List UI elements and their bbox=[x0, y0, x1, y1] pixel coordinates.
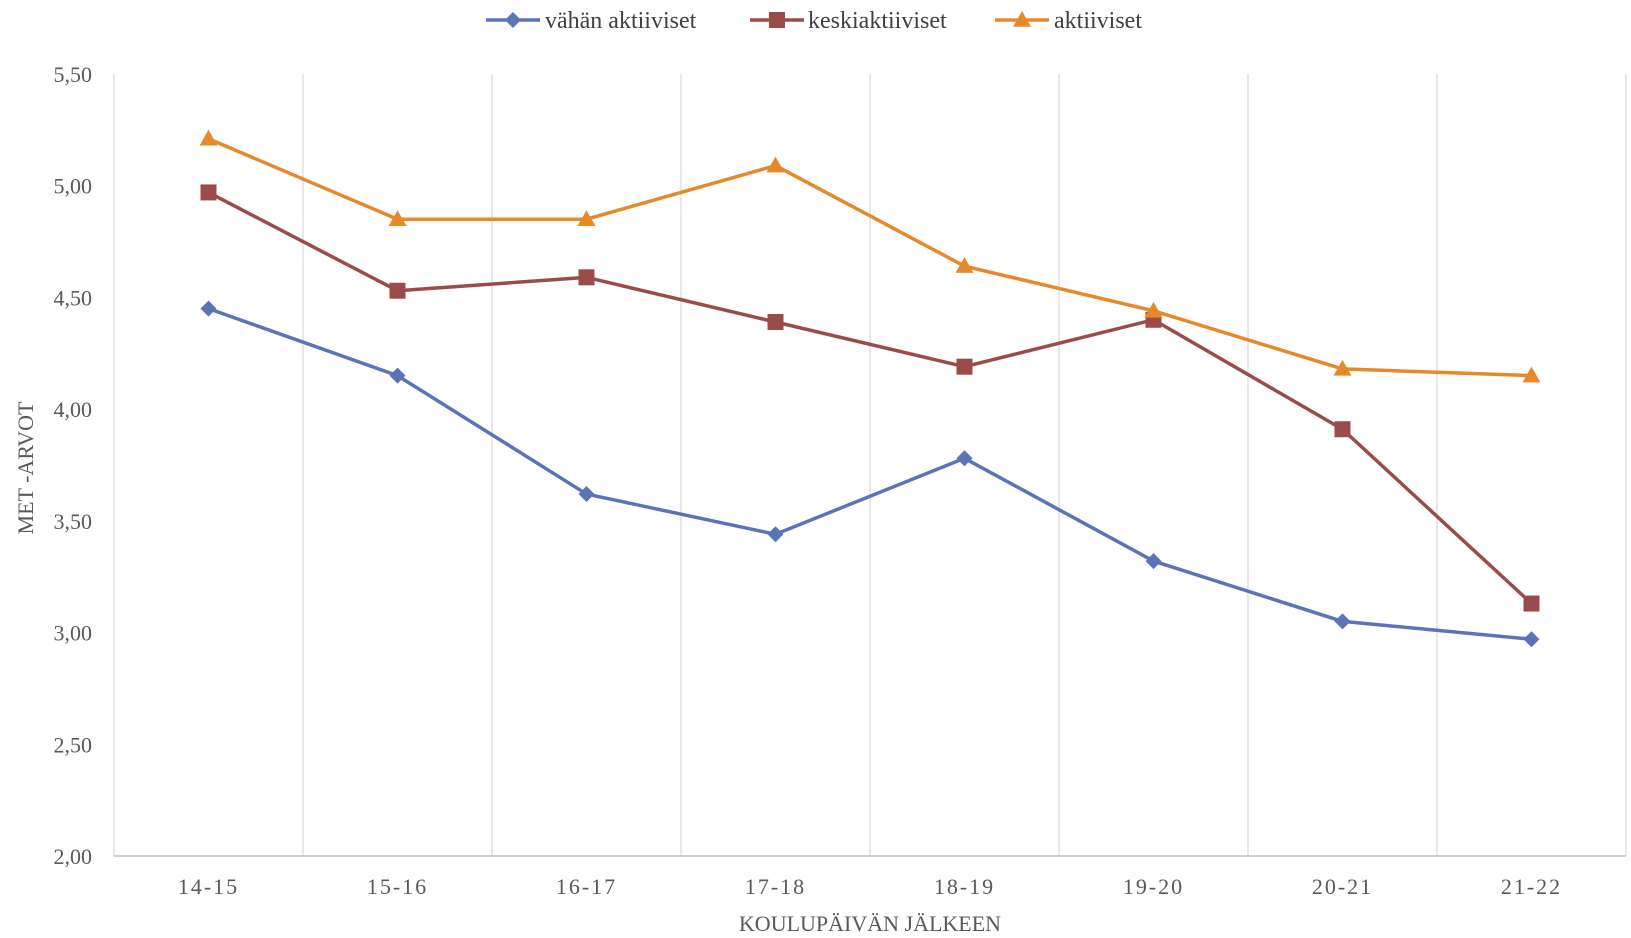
y-tick-label: 2,00 bbox=[54, 844, 93, 869]
x-tick-label: 15-16 bbox=[367, 874, 428, 899]
y-tick-label: 4,50 bbox=[54, 285, 93, 310]
legend-marker bbox=[769, 12, 785, 28]
y-tick-label: 5,00 bbox=[54, 174, 93, 199]
y-tick-label: 3,50 bbox=[54, 509, 93, 534]
legend-label: keskiaktiiviset bbox=[808, 8, 947, 34]
x-tick-label: 14-15 bbox=[178, 874, 239, 899]
series-1 bbox=[200, 300, 1540, 648]
data-point bbox=[956, 358, 973, 375]
data-point bbox=[1523, 595, 1540, 612]
axes: 2,00 2,50 3,00 3,50 4,00 4,50 5,00 5,50 14-15 15-… bbox=[54, 62, 1626, 899]
series-lines bbox=[199, 129, 1541, 648]
data-point bbox=[389, 367, 406, 384]
data-point bbox=[389, 282, 406, 299]
y-axis-title: MET -ARVOT bbox=[13, 401, 38, 534]
legend-label: vähän aktiiviset bbox=[545, 8, 697, 34]
x-tick-label: 20-21 bbox=[1312, 874, 1373, 899]
legend-marker bbox=[505, 12, 521, 28]
data-point bbox=[1334, 421, 1351, 438]
legend-item: aktiiviset bbox=[995, 8, 1142, 34]
x-tick-label: 19-20 bbox=[1123, 874, 1184, 899]
y-tick-label: 3,00 bbox=[54, 621, 93, 646]
data-point bbox=[766, 156, 785, 173]
x-axis-title: KOULUPÄIVÄN JÄLKEEN bbox=[739, 911, 1001, 936]
x-tick-label: 18-19 bbox=[934, 874, 995, 899]
x-tick-label: 16-17 bbox=[556, 874, 617, 899]
data-point bbox=[388, 210, 407, 226]
y-tick-label: 2,50 bbox=[54, 732, 93, 757]
data-point bbox=[1523, 631, 1540, 648]
legend-marker bbox=[1013, 11, 1031, 27]
series-line bbox=[207, 190, 1533, 605]
x-tick-label: 21-22 bbox=[1501, 874, 1562, 899]
data-point bbox=[767, 314, 784, 331]
y-tick-label: 4,00 bbox=[54, 397, 93, 422]
legend-item: vähän aktiiviset bbox=[486, 8, 697, 34]
data-point bbox=[200, 184, 217, 201]
data-point bbox=[577, 210, 596, 226]
data-point bbox=[200, 300, 217, 317]
data-point bbox=[1333, 359, 1352, 376]
series-2 bbox=[200, 184, 1540, 612]
grid-lines bbox=[113, 74, 1627, 856]
data-point bbox=[578, 486, 595, 503]
data-point bbox=[199, 129, 218, 146]
legend-label: aktiiviset bbox=[1054, 8, 1142, 34]
series-line bbox=[207, 137, 1532, 378]
data-point bbox=[1334, 613, 1351, 630]
data-point bbox=[1522, 366, 1541, 383]
data-point bbox=[767, 526, 784, 543]
data-point bbox=[1145, 553, 1162, 570]
legend-item: keskiaktiiviset bbox=[750, 8, 947, 34]
data-point bbox=[578, 269, 595, 286]
data-point bbox=[955, 257, 974, 273]
data-point bbox=[956, 450, 973, 467]
data-point bbox=[1144, 301, 1163, 318]
series-3 bbox=[199, 129, 1541, 383]
x-tick-label: 17-18 bbox=[745, 874, 806, 899]
series-line bbox=[207, 306, 1532, 642]
y-tick-label: 5,50 bbox=[54, 62, 93, 87]
legend: vähän aktiiviset keskiaktiiviset aktiivise… bbox=[486, 8, 1142, 34]
